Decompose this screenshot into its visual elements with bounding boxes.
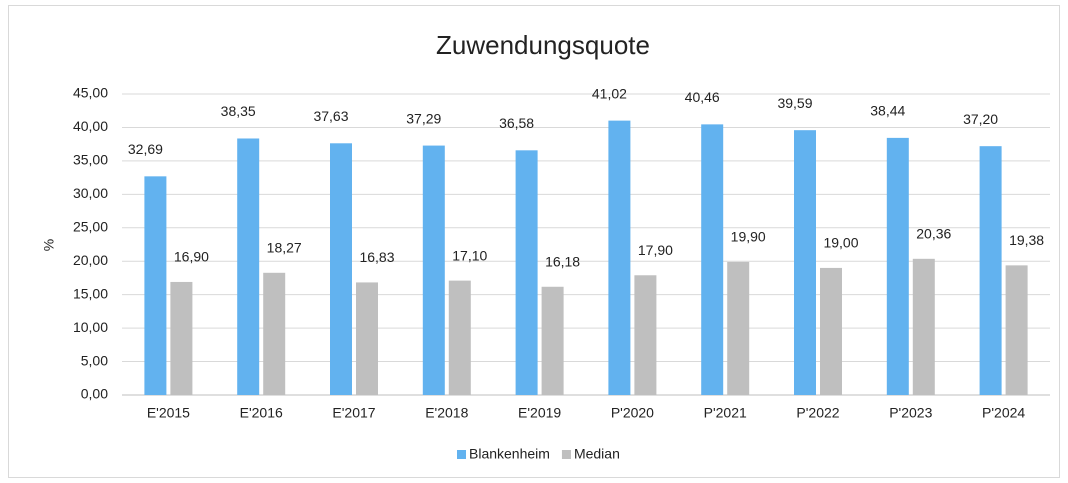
x-tick-label: P'2021 [704, 405, 747, 421]
y-tick-label: 5,00 [81, 352, 108, 368]
x-tick-label: E'2018 [425, 405, 468, 421]
value-label: 39,59 [777, 95, 812, 111]
x-tick-label: E'2017 [332, 405, 375, 421]
value-label: 37,29 [406, 110, 441, 126]
y-tick-label: 15,00 [73, 285, 108, 301]
chart-title: Zuwendungsquote [436, 30, 650, 60]
value-label: 38,35 [221, 103, 256, 119]
x-tick-label: P'2020 [611, 405, 654, 421]
bar [608, 120, 631, 396]
legend-label: Blankenheim [469, 446, 550, 462]
value-label: 16,83 [359, 249, 394, 265]
value-label: 19,00 [823, 235, 858, 251]
value-label: 36,58 [499, 115, 534, 131]
legend-swatch [457, 450, 466, 459]
bar [422, 145, 445, 395]
x-tick-label: E'2019 [518, 405, 561, 421]
y-tick-label: 0,00 [81, 386, 108, 402]
bar [727, 261, 750, 395]
value-label: 18,27 [267, 239, 302, 255]
bar [701, 124, 724, 395]
bar [979, 146, 1002, 395]
value-label: 17,90 [638, 242, 673, 258]
bar [634, 275, 657, 395]
bar [448, 280, 471, 395]
legend-swatch [561, 450, 571, 459]
bar [912, 258, 935, 395]
bar [515, 150, 538, 395]
x-tick-label: P'2022 [796, 405, 839, 421]
value-label: 41,02 [592, 85, 627, 101]
bar [820, 267, 842, 395]
legend-label: Median [574, 446, 620, 462]
y-tick-label: 10,00 [73, 319, 108, 335]
value-label: 38,44 [870, 103, 905, 119]
bar [170, 281, 193, 395]
value-label: 16,90 [174, 249, 209, 265]
value-label: 16,18 [545, 253, 580, 269]
x-tick-label: E'2016 [240, 405, 283, 421]
bar [1005, 265, 1028, 395]
bar [886, 137, 909, 396]
value-label: 19,90 [731, 229, 766, 245]
value-label: 17,10 [452, 247, 487, 263]
value-label: 19,38 [1009, 232, 1044, 248]
bar [794, 130, 816, 395]
y-tick-label: 40,00 [73, 118, 108, 134]
y-tick-label: 35,00 [73, 152, 108, 168]
x-tick-label: P'2024 [982, 405, 1025, 421]
y-tick-label: 20,00 [73, 252, 108, 268]
bar [144, 176, 167, 395]
value-label: 40,46 [685, 89, 720, 105]
value-label: 32,69 [128, 141, 163, 157]
y-tick-label: 25,00 [73, 218, 108, 234]
bar [263, 272, 286, 395]
bar [237, 138, 260, 395]
value-label: 37,63 [313, 108, 348, 124]
x-tick-label: P'2023 [889, 405, 932, 421]
value-label: 37,20 [963, 111, 998, 127]
value-label: 20,36 [916, 226, 951, 242]
bar [330, 143, 352, 395]
y-axis-label: % [41, 239, 57, 251]
bar [541, 286, 564, 395]
y-tick-label: 30,00 [73, 185, 108, 201]
y-tick-label: 45,00 [73, 85, 108, 101]
x-tick-label: E'2015 [147, 405, 190, 421]
bar [356, 282, 378, 395]
